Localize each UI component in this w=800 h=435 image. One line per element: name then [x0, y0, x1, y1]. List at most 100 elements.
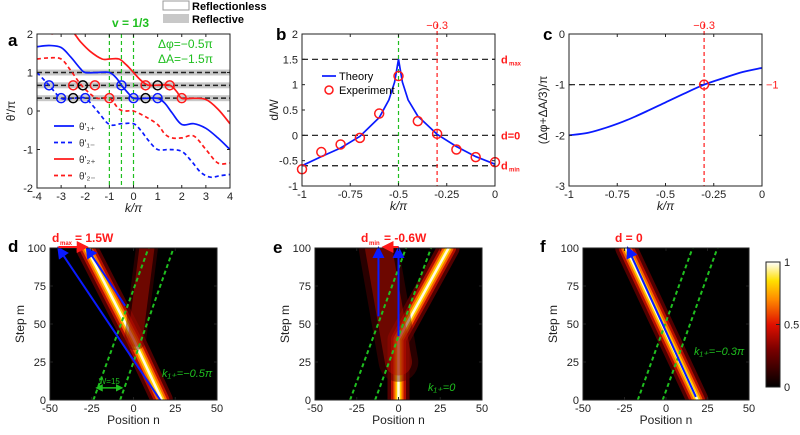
legend-reflective: Reflective [192, 14, 244, 26]
x-tick-label: 0 [395, 403, 401, 415]
x-tick-label: 2 [179, 191, 185, 203]
wavevector-label: k₁₊=−0.5π [162, 368, 213, 380]
x-tick-label: -3 [56, 191, 66, 203]
reflective-region-boundary [119, 248, 175, 400]
legend-label: θ'₂₋ [79, 172, 96, 183]
series-line [37, 56, 230, 165]
x-tick-label: -1 [564, 189, 574, 201]
beam-intensity [358, 248, 419, 382]
x-tick-label: -0.25 [701, 189, 726, 201]
marker-red [176, 92, 187, 104]
x-axis-label: k/π [390, 199, 408, 213]
x-tick-label: -25 [349, 403, 365, 415]
trajectory-arrow [85, 246, 126, 307]
colorbar-tick-label: 0 [784, 382, 790, 394]
reference-label: d [501, 54, 508, 66]
reference-label-sub: min [509, 168, 520, 174]
y-tick-label: 25 [567, 357, 579, 369]
experiment-point [335, 139, 346, 150]
y-axis-label: Step m [278, 305, 292, 343]
y-tick-label: 0 [27, 106, 33, 118]
panel-letter: d [8, 237, 18, 256]
y-tick-label: 100 [561, 243, 579, 255]
y-tick-label: 0.5 [283, 105, 298, 117]
experiment-point [354, 132, 366, 144]
legend-experiment-marker [324, 85, 334, 95]
x-tick-label: -0.5 [389, 189, 408, 201]
y-tick-label: 100 [28, 243, 46, 255]
x-tick-label: -50 [307, 403, 323, 415]
experiment-point [431, 128, 443, 140]
x-tick-label: 3 [203, 191, 209, 203]
legend-experiment: Experiment [339, 85, 395, 97]
y-tick-label: 2 [27, 29, 33, 41]
panel-letter: e [273, 238, 282, 257]
y-tick-label: 50 [567, 319, 579, 331]
trajectory-arrow [57, 246, 162, 401]
marker-red [89, 80, 101, 91]
x-tick-label: 25 [169, 403, 181, 415]
reflective-region-boundary [661, 248, 719, 400]
series-line [51, 34, 230, 125]
x-tick-label: 50 [211, 403, 223, 415]
reflective-swatch [163, 14, 189, 23]
trajectory-arrow [626, 246, 697, 398]
panel-c: −1 −0.3 -1 -0.75 -0.5 -0.25 0 -3 -2 -1 0 k/π (Δφ+ΔA/… [536, 20, 779, 213]
y-tick-label: 1.5 [283, 54, 298, 66]
series-line [37, 44, 230, 151]
experiment-point [470, 151, 481, 163]
y-tick-label: 25 [299, 357, 311, 369]
y-axis-label: θ'/π [4, 101, 18, 122]
shift-title-sub: max [60, 241, 73, 247]
experiment-point [373, 108, 385, 119]
x-tick-label: 50 [476, 403, 488, 415]
shift-title: d [52, 231, 59, 245]
reflective-region-boundary [349, 248, 407, 400]
y-tick-label: 0 [292, 130, 298, 142]
x-tick-label: 0 [759, 189, 765, 201]
velocity-annotation: v = 1/3 [112, 16, 149, 30]
marker-blue [116, 80, 127, 91]
reflectionless-swatch [162, 0, 190, 11]
width-label: W=15 [99, 377, 121, 386]
plot-area [37, 34, 230, 188]
x-tick-label: -0.75 [605, 189, 630, 201]
x-tick-label: -0.75 [338, 189, 363, 201]
y-tick-label: 25 [34, 357, 46, 369]
reference-label-sub: max [509, 61, 522, 67]
panel-letter: c [543, 25, 552, 44]
reference-label: −1 [766, 80, 779, 92]
x-tick-label: -50 [42, 403, 58, 415]
theory-line [301, 59, 496, 167]
x-axis-label: Position n [107, 413, 160, 427]
y-tick-label: -0.5 [279, 156, 298, 168]
legend-theory: Theory [339, 71, 374, 83]
y-tick-label: 0 [40, 395, 46, 407]
shift-title: d = 0 [615, 231, 643, 245]
y-tick-label: 1 [27, 68, 33, 80]
x-tick-label: 0 [663, 403, 669, 415]
panel-d: -50 -25 0 25 50 0 25 50 75 100 Position n Step m W=1… [13, 231, 223, 427]
colorbar-tick-label: 1 [784, 257, 790, 269]
y-tick-label: 0 [305, 395, 311, 407]
experiment-point [393, 70, 404, 82]
y-tick-label: 0 [573, 395, 579, 407]
x-tick-label: -1 [104, 191, 114, 203]
y-tick-label: 75 [34, 281, 46, 293]
marker-blue [128, 92, 139, 104]
shift-title-value: = -0.6W [384, 231, 427, 245]
reference-label: d [501, 161, 508, 173]
x-tick-label: -1 [297, 189, 307, 201]
beam-intensity [365, 248, 412, 376]
wavevector-label: k₁₊=−0.3π [694, 346, 745, 358]
y-tick-label: 50 [34, 319, 46, 331]
heatmap-area [583, 248, 749, 400]
colorbar-tick-label: 0.5 [784, 320, 799, 332]
marker-blue [152, 92, 163, 104]
x-tick-label: 0 [492, 189, 498, 201]
marker-black [67, 92, 79, 104]
x-axis-label: Position n [640, 413, 693, 427]
x-axis-label: Position n [372, 413, 425, 427]
x-tick-label: 50 [743, 403, 755, 415]
